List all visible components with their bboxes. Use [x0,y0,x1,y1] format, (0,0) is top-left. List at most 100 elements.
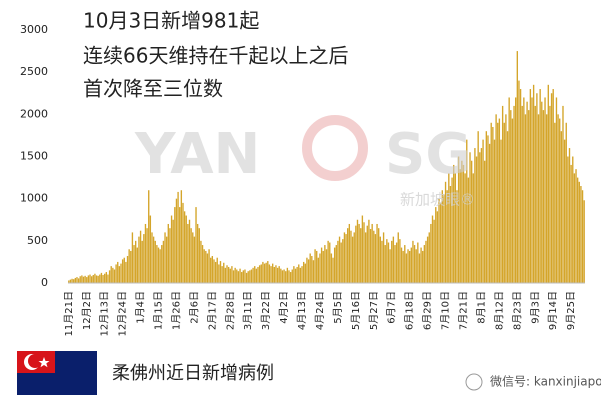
bar [568,148,571,283]
bar [239,268,241,283]
bar [312,260,315,283]
bar [356,219,359,283]
bar [136,247,138,283]
bar [557,114,559,283]
bar [405,253,408,283]
x-tick-label: 3月11日 [242,291,254,330]
bar [404,245,406,283]
bar [562,105,564,284]
bar [578,181,580,283]
bar [389,249,391,283]
bar [497,122,499,284]
bar [200,240,202,283]
bar [399,239,401,283]
bar [470,160,473,283]
bar [552,89,554,284]
bar [335,245,337,283]
bar [402,250,404,283]
bar [245,272,248,283]
bar [285,271,287,283]
bar [503,122,505,284]
bar [449,186,452,283]
bar [309,253,311,283]
bar [443,194,445,283]
flag [17,351,97,395]
bar [510,110,512,283]
bar [195,207,197,283]
bar [218,264,220,283]
x-tick-label: 2月28日 [224,291,236,330]
bar [68,280,70,283]
bar [138,236,140,283]
bar [182,202,184,283]
bar [327,240,329,283]
bar [412,240,414,283]
bar [210,257,212,283]
bar [270,266,272,283]
bar [314,249,316,283]
bar [477,131,479,283]
bar [333,247,336,283]
bar [301,266,303,283]
bar [107,274,109,283]
x-tick-label: 2月6日 [188,291,200,324]
bar [296,266,298,283]
bar [415,249,417,283]
bar [560,131,563,283]
bar [141,240,143,283]
bar [105,272,108,283]
bar [180,190,183,283]
bar [120,263,122,283]
bar [293,266,295,283]
bar [495,114,497,283]
bar [201,245,204,283]
bar [467,177,470,283]
bar [506,131,509,283]
bar [420,247,422,283]
bar [532,84,535,283]
x-tick-label: 5月16日 [350,291,362,330]
bar [511,118,514,283]
x-tick-label: 4月24日 [314,291,326,330]
bar [521,105,523,284]
bar [152,236,155,283]
bar [236,269,238,283]
x-tick-label: 11月21日 [63,291,75,336]
bar [92,274,94,283]
bar [281,270,284,283]
bar [324,245,326,283]
bar [379,236,382,283]
bar [82,276,85,283]
x-tick-label: 12月13日 [99,291,111,336]
bar [254,266,256,283]
bar [95,275,98,283]
bar [229,268,231,283]
bar [123,257,125,283]
account: 微信号: kanxinjiapo [490,375,601,389]
watermark-logo [302,115,368,181]
bar [280,268,282,283]
bar [453,164,455,283]
bar [177,191,179,283]
bar [278,266,280,283]
bar [565,122,567,284]
bar [242,270,245,283]
bar [360,228,362,283]
x-tick-label: 7月21日 [457,291,469,330]
bar [118,266,121,283]
bar [391,240,393,283]
bar [466,139,468,283]
bar [378,228,380,283]
bar [167,223,169,283]
bar [224,267,227,283]
bar [110,266,112,283]
bar [539,89,541,284]
bar [311,256,313,283]
x-tick-label: 9月14日 [547,291,559,330]
bar [431,215,434,283]
watermark-brand: 新加坡眼® [400,191,475,209]
bar [329,242,331,283]
bar [203,249,205,283]
bar [99,274,101,283]
